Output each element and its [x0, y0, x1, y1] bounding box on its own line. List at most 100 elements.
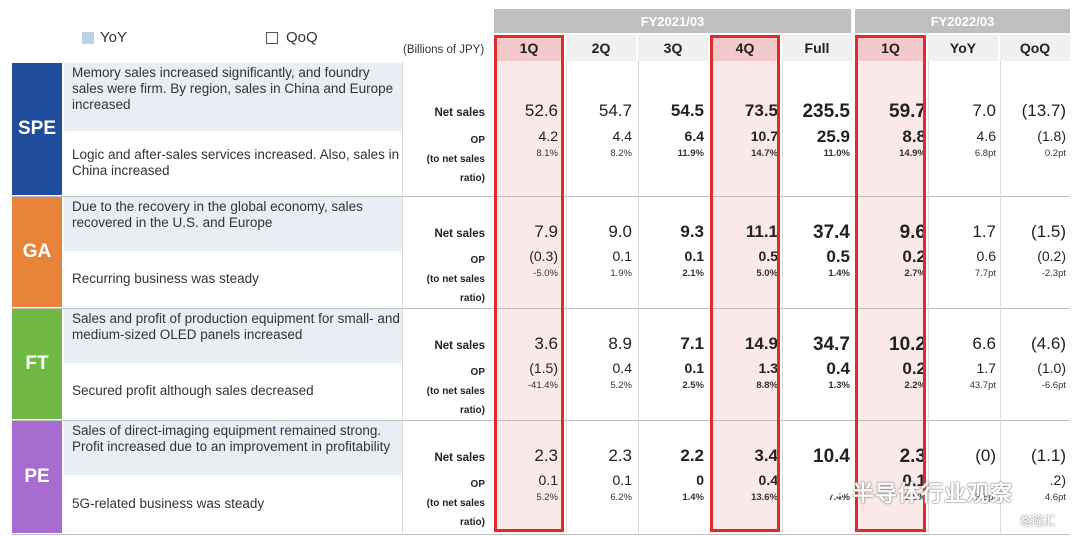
net-sales-label: Net sales	[434, 107, 485, 119]
op-ratio-value: 43.7pt	[969, 380, 996, 391]
op-ratio-value: 11.9%	[677, 148, 704, 159]
highlight-frame-0	[494, 35, 564, 532]
op-ratio-value: 1.9%	[610, 268, 632, 279]
yoy-legend-swatch	[82, 32, 94, 44]
op-value: (1.0)	[1037, 360, 1066, 376]
op-ratio-value: 7.4%	[828, 492, 850, 503]
op-ratio-value: 14.7%	[751, 148, 778, 159]
net-sales-value: 3.6	[534, 334, 558, 353]
op-ratio-value: 8.8%	[756, 380, 778, 391]
net-sales-label: Net sales	[434, 452, 485, 464]
op-ratio-value: -2.3pt	[1041, 268, 1066, 279]
op-value: 0.1	[684, 248, 704, 264]
net-sales-value: 235.5	[802, 101, 850, 122]
highlight-column-bg-1	[710, 61, 780, 533]
op-value: 10.7	[750, 128, 778, 144]
segment-block-ft: FT	[12, 309, 62, 419]
segment-sales-description: Sales of direct-imaging equipment remain…	[64, 421, 402, 475]
net-sales-value: 9.0	[608, 222, 632, 241]
op-label: OP	[470, 135, 485, 146]
op-value: 0.5	[826, 247, 850, 266]
op-value: 25.9	[816, 127, 850, 146]
net-sales-value: 10.2	[889, 334, 926, 355]
net-sales-value: (1.1)	[1031, 446, 1066, 465]
op-ratio-value: 9.0%	[904, 492, 926, 503]
op-value: 0.4	[758, 472, 778, 488]
net-sales-value: 34.7	[813, 334, 850, 355]
watermark-corner: 格隆汇	[1020, 514, 1057, 528]
op-value: 0	[696, 472, 704, 488]
row-divider	[12, 420, 1070, 421]
column-divider-0	[566, 61, 567, 533]
net-sales-value: (1.5)	[1031, 222, 1066, 241]
op-ratio-value: 4.6pt	[1044, 492, 1066, 503]
op-value: (0.2)	[1037, 248, 1066, 264]
ratio-label-1: (to net sales	[426, 386, 485, 397]
net-sales-value: 10.4	[813, 446, 850, 467]
op-ratio-value: 2.5%	[682, 380, 704, 391]
op-value: (1.5)	[529, 360, 558, 376]
op-ratio-value: 5.2%	[536, 492, 558, 503]
column-header-3: 4Q	[710, 35, 780, 61]
op-value: (0.3)	[529, 248, 558, 264]
net-sales-value: 37.4	[813, 222, 850, 243]
ratio-label-1: (to net sales	[426, 498, 485, 509]
net-sales-value: 9.6	[899, 222, 926, 243]
column-divider-3	[928, 61, 929, 533]
net-sales-label: Net sales	[434, 228, 485, 240]
yoy-legend-label: YoY	[100, 29, 127, 46]
period-fy2022: FY2022/03	[855, 9, 1070, 33]
op-value: 8.8	[902, 127, 926, 146]
op-ratio-value: 2.7%	[904, 268, 926, 279]
op-ratio-value: 7.7pt	[974, 268, 996, 279]
highlight-column-bg-2	[855, 61, 926, 533]
net-sales-value: 9.3	[680, 222, 704, 241]
op-ratio-value: 5.2%	[610, 380, 632, 391]
highlight-column-bg-0	[494, 61, 564, 533]
net-sales-value: 2.2	[680, 446, 704, 465]
op-value: 4.2	[538, 128, 558, 144]
op-label: OP	[470, 367, 485, 378]
op-ratio-value: 11.0%	[823, 148, 850, 159]
segment-op-description: 5G-related business was steady	[72, 496, 265, 511]
op-value: 0.1	[612, 472, 632, 488]
op-value: 0.2	[902, 247, 926, 266]
op-value: .2)	[1049, 472, 1066, 488]
ratio-label-2: ratio)	[460, 173, 485, 184]
segment-sales-description: Due to the recovery in the global econom…	[64, 197, 402, 251]
net-sales-value: 2.3	[608, 446, 632, 465]
segment-sales-description: Memory sales increased significantly, an…	[64, 63, 402, 131]
net-sales-value: 7.0	[972, 101, 996, 120]
op-value: 4.4	[612, 128, 632, 144]
segment-op-description: Logic and after-sales services increased…	[72, 147, 400, 178]
net-sales-value: 7.1	[680, 334, 704, 353]
op-value: 1.3	[758, 360, 778, 376]
column-header-6: YoY	[928, 35, 998, 61]
column-header-0: 1Q	[494, 35, 564, 61]
segment-block-spe: SPE	[12, 63, 62, 195]
net-sales-value: 2.3	[899, 446, 926, 467]
net-sales-value: 3.4	[754, 446, 778, 465]
net-sales-value: 11.1	[745, 222, 778, 241]
ratio-label-1: (to net sales	[426, 274, 485, 285]
segment-op-description: Secured profit although sales decreased	[72, 383, 314, 398]
column-divider-2	[782, 61, 783, 533]
net-sales-value: (4.6)	[1031, 334, 1066, 353]
op-ratio-value: 5.0%	[756, 268, 778, 279]
segment-op-description: Recurring business was steady	[72, 271, 259, 286]
segment-block-ga: GA	[12, 197, 62, 307]
op-ratio-value: 1.4%	[828, 268, 850, 279]
units-label: (Billions of JPY)	[403, 44, 485, 56]
watermark-icon	[818, 476, 848, 500]
net-sales-value: 52.6	[524, 101, 558, 120]
net-sales-value: 59.7	[889, 101, 926, 122]
segment-sales-description: Sales and profit of production equipment…	[64, 309, 402, 363]
highlight-frame-1	[710, 35, 780, 532]
ratio-label-1: (to net sales	[426, 154, 485, 165]
op-value: 4.6	[976, 128, 996, 144]
period-fy2021: FY2021/03	[494, 9, 851, 33]
net-sales-value: 14.9	[744, 334, 778, 353]
net-sales-value: 1.7	[972, 222, 996, 241]
op-ratio-value: -6.6pt	[1041, 380, 1066, 391]
row-divider	[12, 308, 1070, 309]
